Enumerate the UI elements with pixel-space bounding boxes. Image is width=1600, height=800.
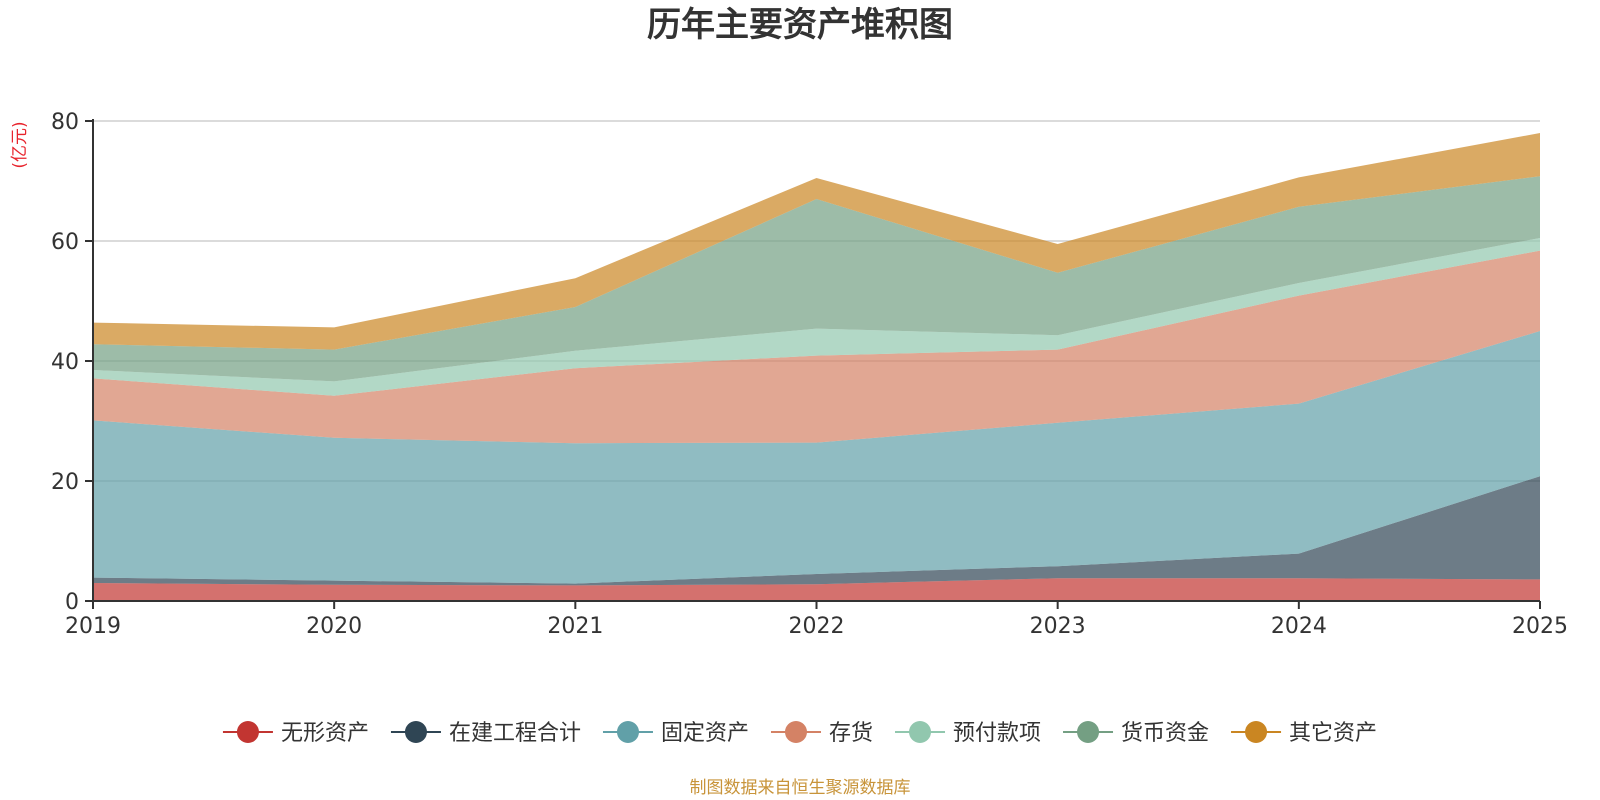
legend-label: 货币资金 xyxy=(1121,721,1209,746)
x-tick-label: 2019 xyxy=(65,614,121,639)
legend-item-1[interactable]: 无形资产 xyxy=(222,721,369,746)
y-axis-unit-label: (亿元) xyxy=(10,121,30,168)
legend-label: 存货 xyxy=(829,721,873,746)
area-series-2 xyxy=(93,476,1540,586)
x-tick-label: 2020 xyxy=(306,614,362,639)
x-tick-label: 2025 xyxy=(1512,614,1568,639)
area-series-6 xyxy=(93,176,1540,382)
chart-title: 历年主要资产堆积图 xyxy=(647,5,953,45)
legend-item-4[interactable]: 存货 xyxy=(770,721,873,746)
legend-label: 固定资产 xyxy=(661,721,749,746)
legend-label: 无形资产 xyxy=(281,721,369,746)
legend-marker xyxy=(616,721,639,743)
x-tick-label: 2024 xyxy=(1271,614,1327,639)
legend-marker xyxy=(784,721,807,743)
area-series-7 xyxy=(93,133,1540,350)
area-series-3 xyxy=(93,331,1540,584)
area-series-5 xyxy=(93,238,1540,396)
legend-marker xyxy=(236,721,259,743)
x-tick-label: 2022 xyxy=(789,614,845,639)
area-series-4 xyxy=(93,250,1540,444)
legend-marker xyxy=(404,721,427,743)
y-tick-label: 60 xyxy=(51,230,79,255)
y-tick-label: 20 xyxy=(51,470,79,495)
legend-label: 预付款项 xyxy=(953,721,1041,746)
axes: 0 20 40 60 80 2019 2020 2021 2022 2023 2024 2025 xyxy=(51,110,1568,639)
y-tick-label: 80 xyxy=(51,110,79,135)
legend-item-5[interactable]: 预付款项 xyxy=(895,721,1041,746)
x-tick-label: 2021 xyxy=(547,614,603,639)
area-series-group xyxy=(93,133,1540,601)
y-tick-label: 40 xyxy=(51,350,79,375)
legend-marker xyxy=(1077,721,1100,743)
legend-marker xyxy=(909,721,932,743)
legend-marker xyxy=(1245,721,1268,743)
legend-item-7[interactable]: 其它资产 xyxy=(1231,721,1377,746)
legend-item-3[interactable]: 固定资产 xyxy=(602,721,749,746)
legend-item-2[interactable]: 在建工程合计 xyxy=(390,721,581,746)
data-source-note: 制图数据来自恒生聚源数据库 xyxy=(690,778,911,798)
legend: 无形资产 在建工程合计 固定资产 存货 预付款项 货币资金 其它资产 xyxy=(222,721,1377,746)
legend-label: 其它资产 xyxy=(1289,721,1377,746)
y-tick-label: 0 xyxy=(65,590,79,615)
legend-label: 在建工程合计 xyxy=(449,721,581,746)
area-series-1 xyxy=(93,578,1540,601)
legend-item-6[interactable]: 货币资金 xyxy=(1063,721,1209,746)
x-tick-label: 2023 xyxy=(1030,614,1086,639)
